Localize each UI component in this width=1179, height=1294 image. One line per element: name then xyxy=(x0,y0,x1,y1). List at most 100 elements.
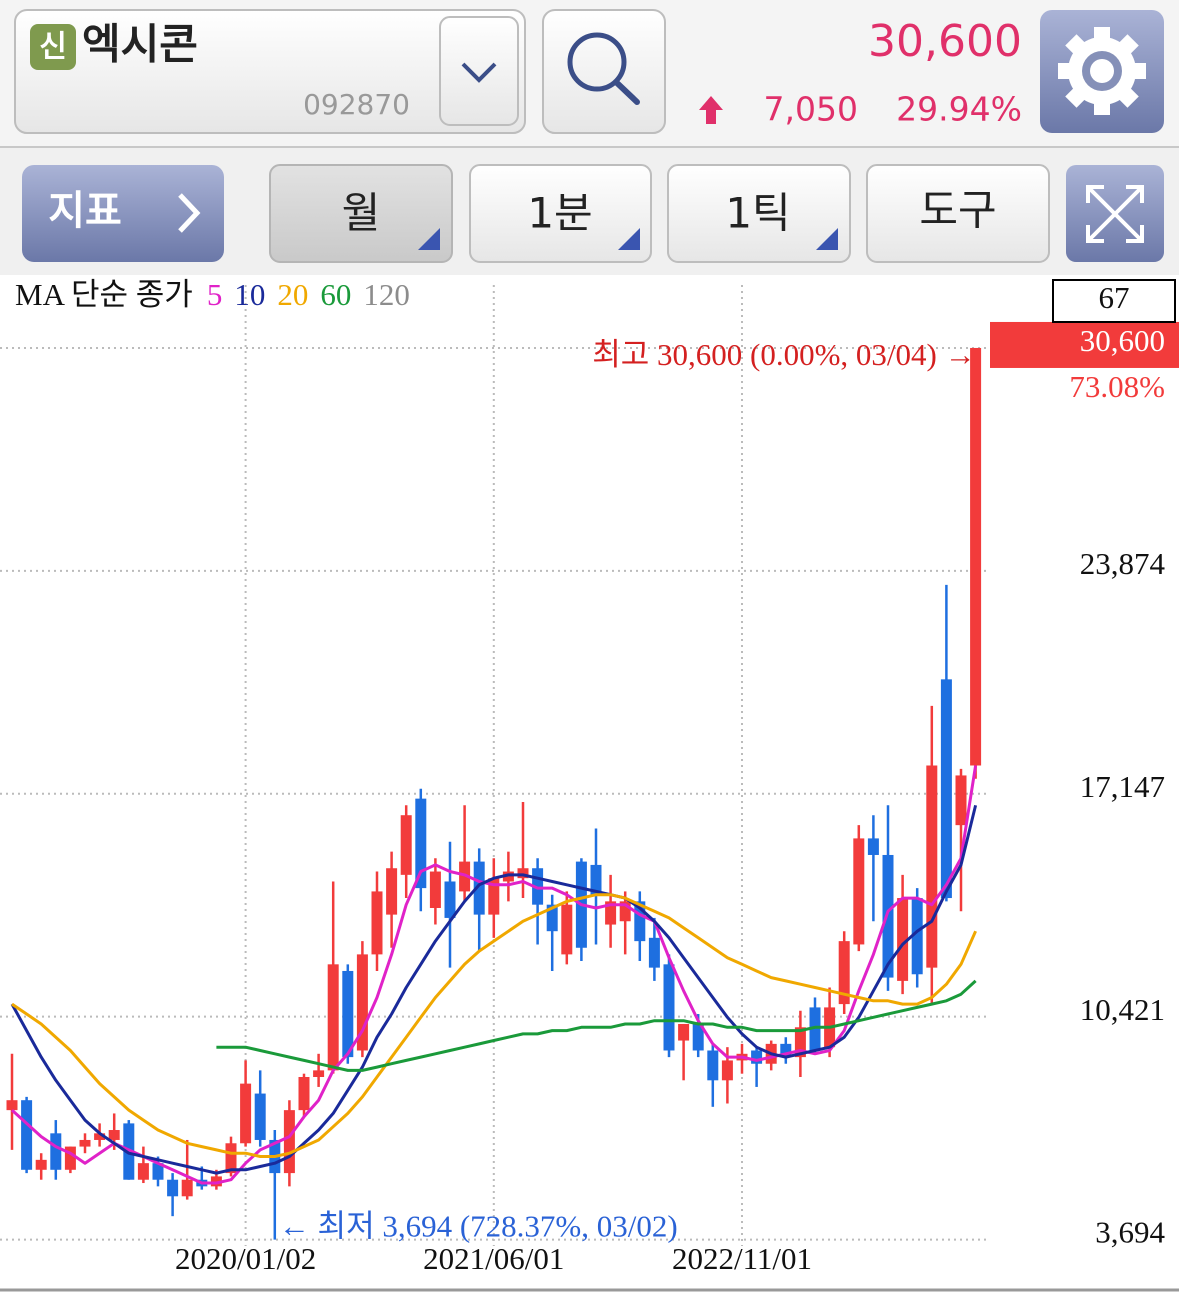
candle-body xyxy=(429,871,441,908)
tools-label: 도구 xyxy=(919,186,996,235)
candle-body xyxy=(809,1007,821,1051)
price-box-label: 30,600 xyxy=(1080,323,1165,358)
candle-body xyxy=(386,868,398,915)
ma-line xyxy=(11,893,977,1158)
candle-body xyxy=(356,954,368,1051)
tick-corner xyxy=(816,228,838,250)
y-tick-label: 17,147 xyxy=(1080,769,1165,804)
candle-body xyxy=(488,878,500,915)
candle-body xyxy=(108,1130,120,1140)
count-box xyxy=(1052,279,1176,323)
candle-body xyxy=(707,1050,719,1081)
high-annotation: 최고 30,600 (0.00%, 03/04) → xyxy=(592,337,975,372)
price-change: 7,050 xyxy=(764,90,858,129)
candle-body xyxy=(152,1163,164,1180)
tick-button[interactable] xyxy=(667,164,851,263)
candle-body xyxy=(867,838,879,855)
candle-body xyxy=(502,871,514,882)
candle-body xyxy=(50,1133,62,1170)
ma-line xyxy=(10,804,978,1175)
candle-body xyxy=(181,1179,193,1197)
candle-body xyxy=(532,868,544,905)
candle-body xyxy=(21,1100,33,1170)
candle-body xyxy=(780,1043,792,1058)
price-rate: 73.08% xyxy=(1069,369,1165,404)
change-rate: 29.94% xyxy=(896,90,1022,129)
current-price: 30,600 xyxy=(868,16,1022,67)
stock-name: 엑시콘 xyxy=(82,20,198,69)
interval-label: 1분 xyxy=(527,189,592,238)
candle-body xyxy=(838,941,850,1005)
candle-body xyxy=(561,904,573,955)
indicator-chevron xyxy=(178,193,201,233)
candle-body xyxy=(940,679,952,899)
expand-icon xyxy=(1086,185,1144,243)
candle-body xyxy=(79,1139,91,1147)
indicator-button[interactable] xyxy=(22,165,224,262)
period-button[interactable] xyxy=(269,164,453,263)
up-arrow xyxy=(699,96,723,124)
tools-button[interactable] xyxy=(866,164,1050,263)
search-button[interactable] xyxy=(542,9,666,134)
candle-body xyxy=(663,964,675,1051)
search-icon xyxy=(567,32,627,92)
x-tick-label: 2020/01/02 xyxy=(175,1241,316,1276)
interval-button[interactable] xyxy=(469,164,652,263)
interval-corner xyxy=(618,228,640,250)
legend-entry: 120 xyxy=(363,277,410,312)
dropdown-button[interactable] xyxy=(439,16,519,126)
visible-count: 67 xyxy=(1099,280,1130,315)
candle-body xyxy=(794,1027,806,1058)
candle-body xyxy=(94,1133,106,1140)
candle-body xyxy=(648,937,660,968)
candle-body xyxy=(327,964,339,1071)
indicator-label: 지표 xyxy=(48,188,122,234)
search-icon-handle xyxy=(613,79,640,105)
period-label: 월 xyxy=(342,189,381,238)
candle-body xyxy=(6,1100,18,1111)
candle-body xyxy=(692,1023,704,1051)
candle-body xyxy=(605,901,617,925)
candle-body xyxy=(897,898,909,981)
legend-entry: 10 xyxy=(234,277,265,312)
ma-line xyxy=(216,979,977,1072)
candle-body xyxy=(64,1146,76,1170)
candle-body xyxy=(517,868,529,879)
legend-entry: 20 xyxy=(277,277,308,312)
candle-body xyxy=(415,798,427,889)
legend-prefix: MA 단순 종가 xyxy=(15,277,193,312)
candle-body xyxy=(254,1093,266,1140)
candle-body xyxy=(210,1176,222,1187)
legend-entry: 60 xyxy=(320,277,351,312)
candle-body xyxy=(313,1070,325,1077)
candle-body xyxy=(853,838,865,945)
gear-icon xyxy=(1058,27,1146,115)
dropdown-icon xyxy=(461,62,497,83)
y-tick-label: 3,694 xyxy=(1095,1215,1165,1250)
candle-body xyxy=(342,970,354,1058)
candle-body xyxy=(751,1050,763,1064)
candle-body xyxy=(473,861,485,915)
candle-body xyxy=(400,815,412,875)
candle-body xyxy=(590,864,602,895)
candle-body xyxy=(634,901,646,942)
candle-body xyxy=(240,1083,252,1144)
candle-body xyxy=(225,1143,237,1174)
stock-box[interactable] xyxy=(14,9,526,134)
candle-body xyxy=(167,1179,179,1197)
candle-body xyxy=(721,1060,733,1081)
period-corner xyxy=(418,228,440,250)
candle-body xyxy=(35,1159,47,1170)
price-box xyxy=(990,321,1179,368)
candle-body xyxy=(911,898,923,975)
chart-bg xyxy=(0,276,1179,1288)
market-badge: 신 xyxy=(39,30,67,65)
candle-body xyxy=(678,1023,690,1041)
candle-body xyxy=(444,881,456,918)
x-tick-label: 2021/06/01 xyxy=(423,1241,564,1276)
y-tick-label: 23,874 xyxy=(1080,546,1166,581)
candle-body xyxy=(926,765,938,968)
candle-body xyxy=(619,901,631,922)
